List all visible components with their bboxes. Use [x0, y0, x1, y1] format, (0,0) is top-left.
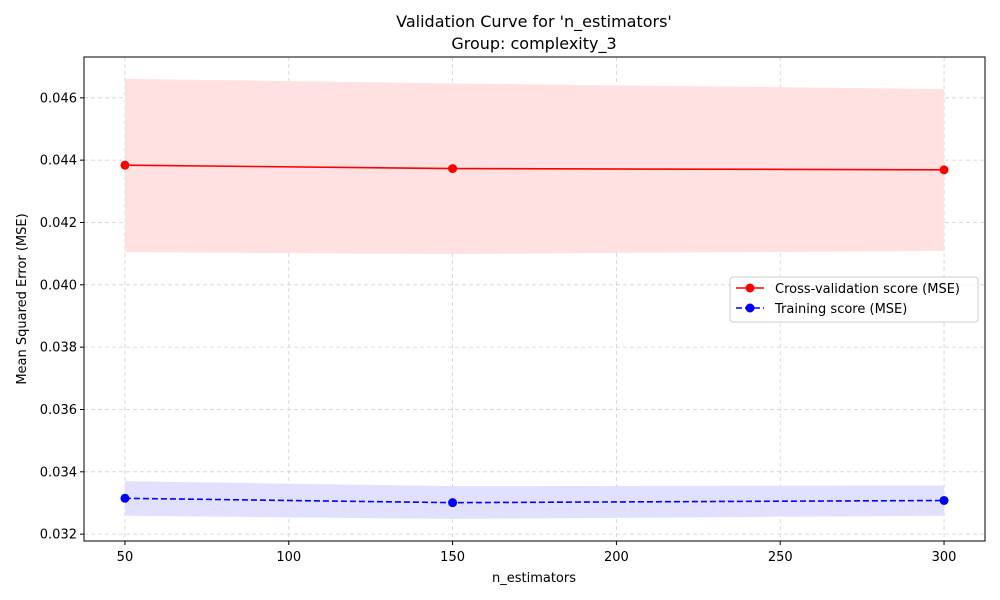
x-tick-label: 50: [117, 550, 134, 565]
y-tick-label: 0.040: [40, 278, 77, 293]
y-tick-label: 0.042: [40, 216, 77, 231]
y-tick-label: 0.046: [40, 91, 77, 106]
chart-subtitle: Group: complexity_3: [451, 34, 616, 54]
chart-title: Validation Curve for 'n_estimators': [396, 12, 672, 32]
legend-train-label: Training score (MSE): [774, 302, 907, 317]
cv-std-band: [124, 78, 945, 254]
x-tick-label: 200: [604, 550, 629, 565]
legend-train-marker: [745, 303, 755, 313]
legend-cv-marker: [745, 283, 755, 293]
legend: Cross-validation score (MSE) Training sc…: [729, 276, 979, 323]
legend-cv-label: Cross-validation score (MSE): [775, 282, 960, 297]
y-tick-label: 0.038: [40, 341, 77, 356]
cv-score-point: [939, 165, 949, 175]
x-axis-label: n_estimators: [492, 571, 576, 586]
train-score-point: [120, 493, 130, 503]
x-tick-label: 300: [932, 550, 957, 565]
y-axis-label: Mean Squared Error (MSE): [15, 213, 30, 384]
plot-frame: [83, 56, 986, 542]
cv-score-point: [120, 160, 130, 170]
confidence-bands: [124, 78, 945, 519]
y-tick-label: 0.044: [40, 154, 77, 169]
train-std-band: [124, 481, 945, 519]
x-tick-label: 150: [440, 550, 465, 565]
x-tick-label: 250: [768, 550, 793, 565]
train-score-point: [448, 498, 458, 508]
y-tick-label: 0.032: [40, 528, 77, 543]
y-axis-ticks: 0.032 0.034 0.036 0.038 0.040 0.042 0.044 0.046: [40, 91, 84, 543]
legend-box: [729, 276, 979, 323]
series-markers: [120, 160, 949, 508]
x-tick-label: 100: [276, 550, 301, 565]
train-score-point: [939, 495, 949, 505]
cv-score-point: [448, 164, 458, 174]
y-tick-label: 0.034: [40, 465, 77, 480]
x-axis-ticks: 50 100 150 200 250 300: [117, 541, 957, 565]
y-tick-label: 0.036: [40, 403, 77, 418]
